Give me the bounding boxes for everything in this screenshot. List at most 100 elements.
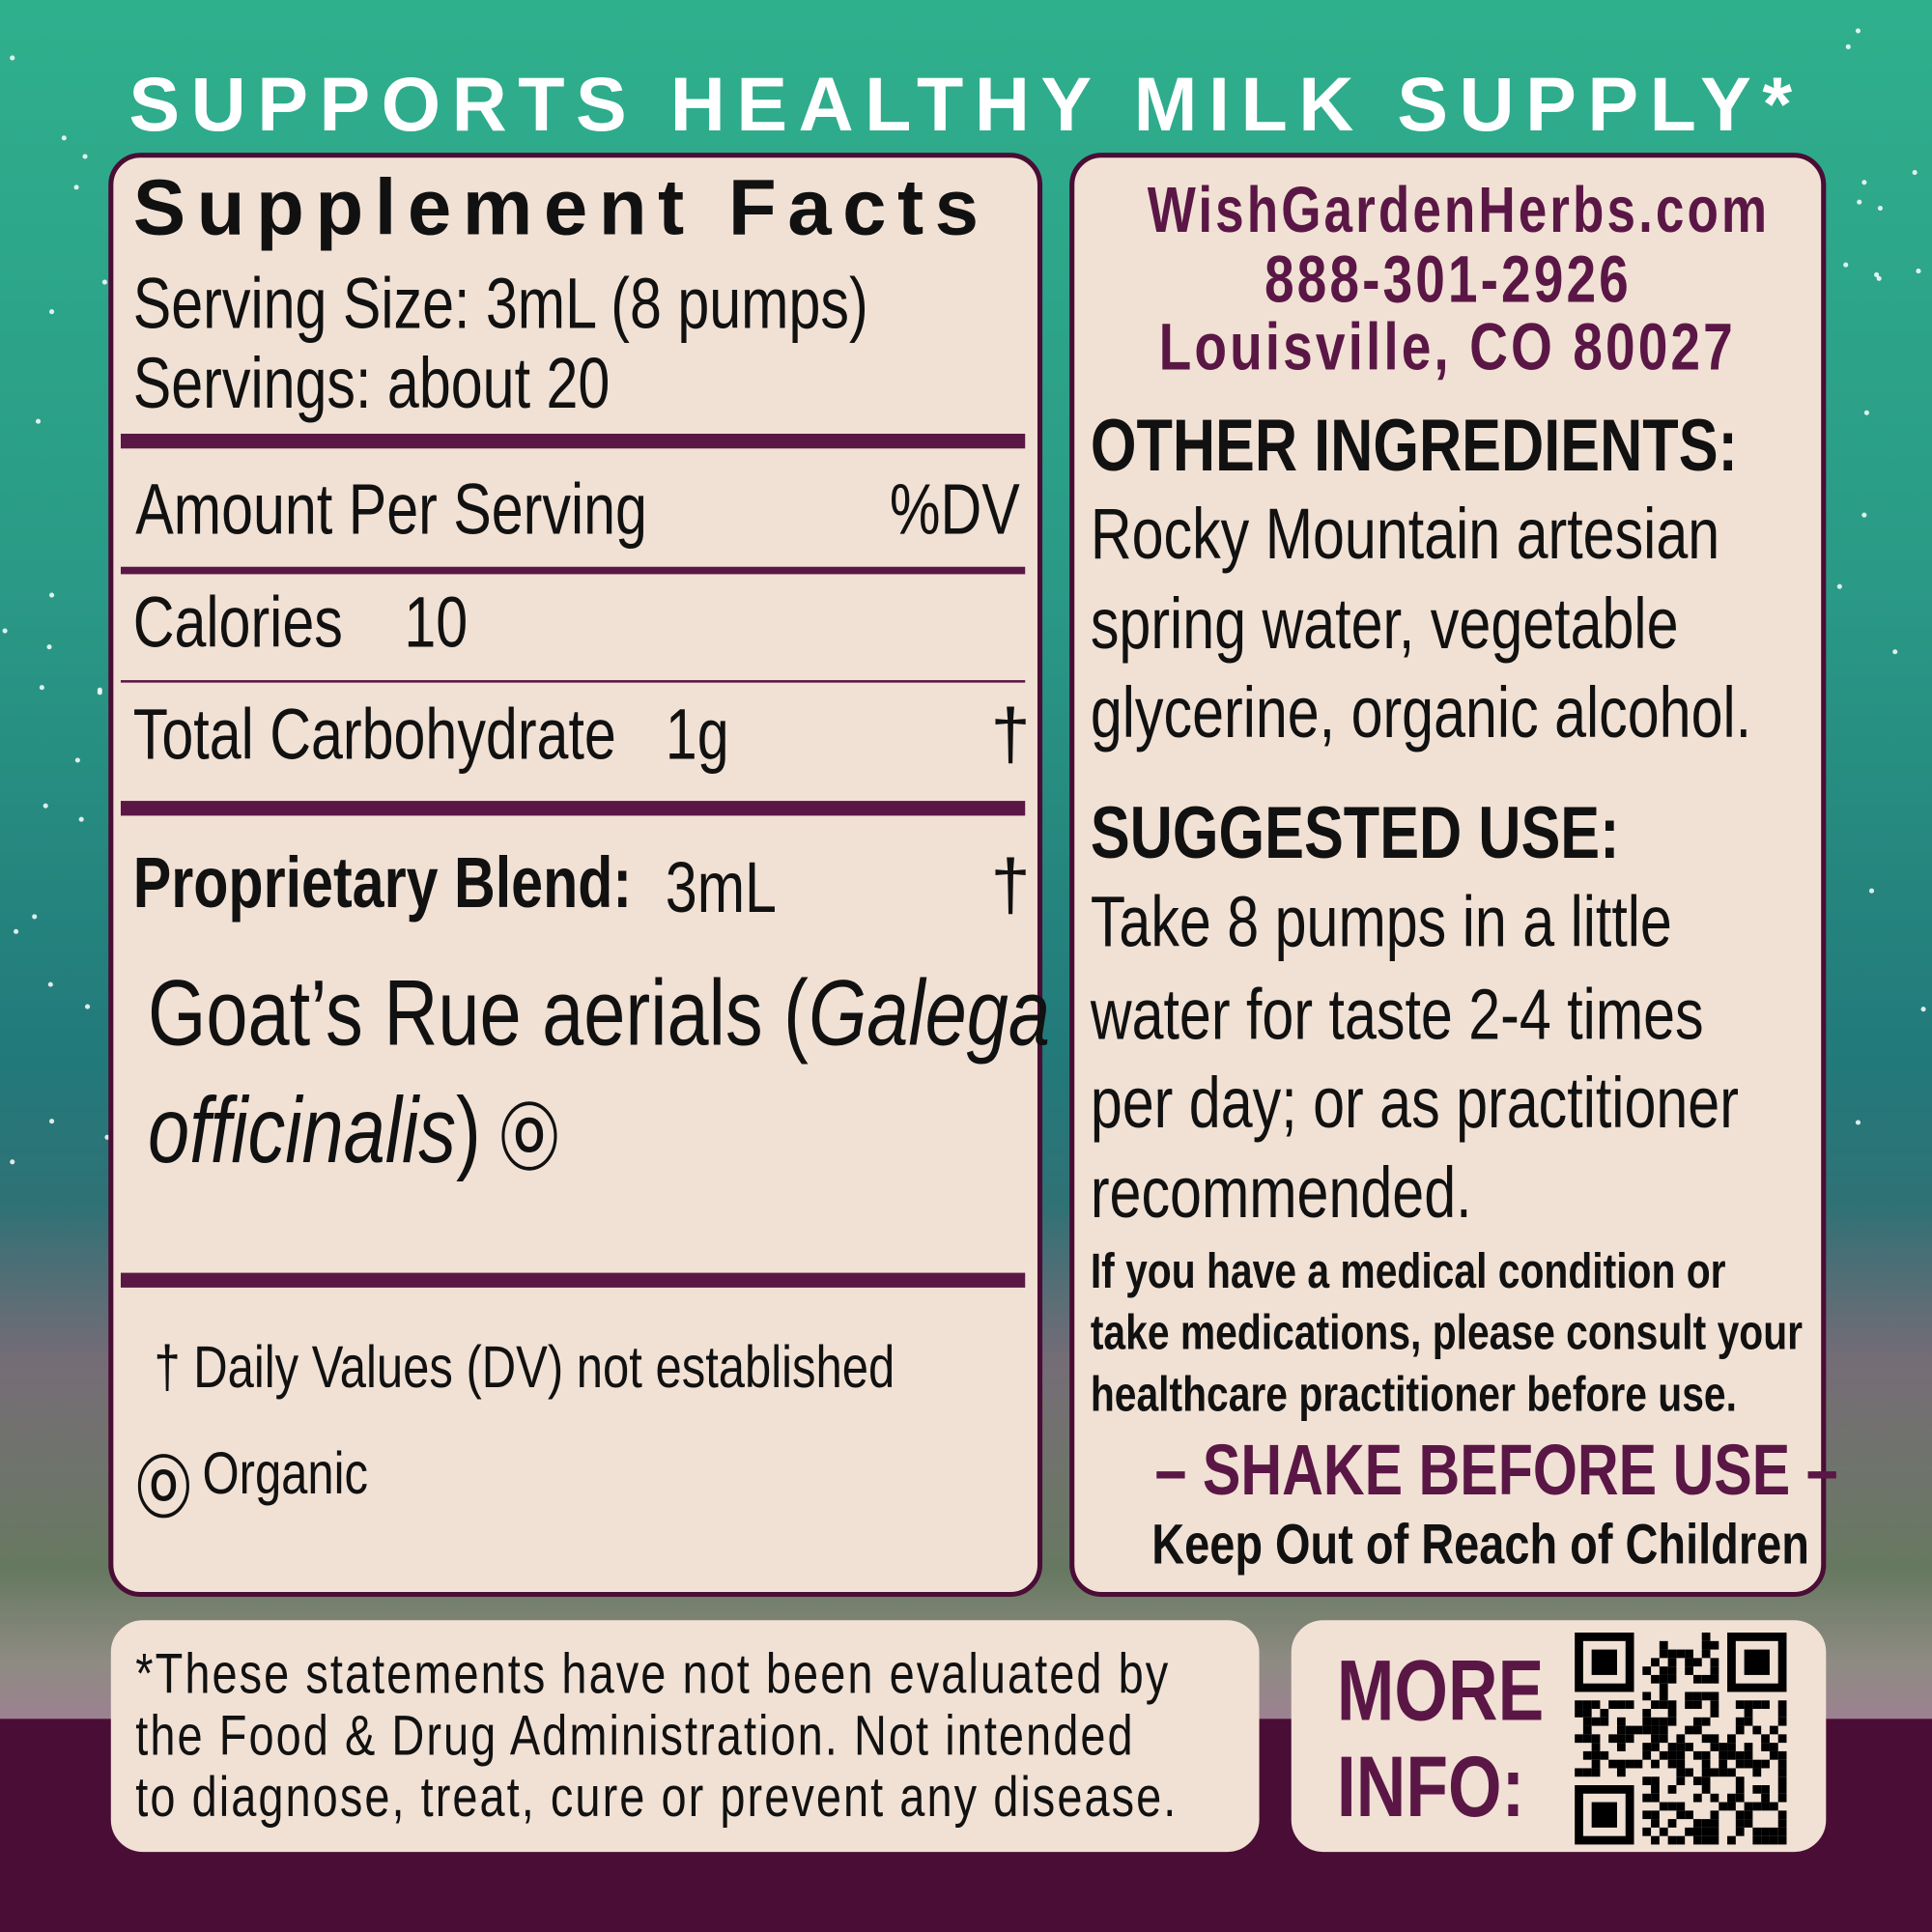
serving-size: Serving Size: 3mL (8 pumps) (132, 263, 868, 344)
qr-module (1692, 1750, 1702, 1760)
fda-disclaimer-box (110, 1620, 1260, 1853)
blend-amount: 3mL (665, 847, 777, 928)
qr-module (1625, 1759, 1634, 1769)
qr-module (1685, 1810, 1693, 1820)
qr-module (1701, 1785, 1711, 1794)
suggested-use-line: water for taste 2-4 times (1090, 974, 1704, 1055)
suggested-use-line: per day; or as practitioner (1090, 1063, 1739, 1144)
warning-line: take medications, please consult your (1090, 1306, 1804, 1361)
star (1873, 271, 1879, 277)
qr-module (1600, 1709, 1609, 1718)
star (75, 756, 81, 762)
qr-module (1667, 1709, 1677, 1718)
star (1836, 583, 1843, 589)
qr-module (1600, 1717, 1609, 1726)
qr-module (1651, 1793, 1660, 1803)
qr-module (1701, 1674, 1711, 1684)
facts-title: Supplement Facts (132, 162, 990, 252)
qr-module (1676, 1802, 1686, 1811)
qr-module (1642, 1725, 1652, 1735)
qr-module (1701, 1649, 1711, 1659)
qr-module (1752, 1759, 1762, 1769)
qr-module (1667, 1750, 1677, 1760)
qr-module (1710, 1768, 1719, 1777)
address: Louisville, CO 80027 (1159, 310, 1737, 384)
calories-label: Calories (132, 582, 343, 664)
carb-label: Total Carbohydrate (132, 695, 616, 776)
qr-module (1777, 1734, 1787, 1744)
qr-module (1667, 1649, 1677, 1659)
qr-module (1735, 1793, 1745, 1803)
star (1892, 648, 1898, 655)
qr-module (1769, 1750, 1778, 1760)
qr-module (1659, 1700, 1668, 1710)
divider-thin (120, 680, 1026, 683)
qr-module (1777, 1819, 1787, 1828)
qr-module (1769, 1802, 1778, 1811)
qr-module (1625, 1700, 1634, 1710)
qr-module (1692, 1658, 1702, 1667)
qr-module (1710, 1658, 1719, 1667)
qr-module (1710, 1640, 1719, 1650)
qr-module (1651, 1759, 1660, 1769)
qr-module (1642, 1776, 1652, 1786)
qr-module (1616, 1725, 1626, 1735)
qr-module (1582, 1750, 1592, 1760)
qr-module (1642, 1691, 1652, 1701)
qr-module (1642, 1709, 1652, 1718)
qr-module (1667, 1658, 1677, 1667)
qr-module (1651, 1717, 1660, 1726)
qr-module (1651, 1674, 1660, 1684)
qr-module (1777, 1768, 1787, 1777)
qr-module (1710, 1819, 1719, 1828)
qr-module (1710, 1827, 1719, 1836)
qr-module (1692, 1700, 1702, 1710)
qr-module (1692, 1793, 1702, 1803)
qr-module (1692, 1691, 1702, 1701)
qr-module (1701, 1768, 1711, 1777)
star (46, 643, 52, 649)
qr-module (1701, 1819, 1711, 1828)
qr-module (1727, 1750, 1736, 1760)
qr-module (1676, 1759, 1686, 1769)
star (10, 55, 15, 61)
qr-module (1777, 1717, 1787, 1726)
qr-module (1642, 1810, 1652, 1820)
qr-module (1727, 1768, 1736, 1777)
qr-module (1761, 1827, 1770, 1836)
qr-module (1752, 1768, 1762, 1777)
qr-module (1710, 1743, 1719, 1751)
qr-module (1651, 1785, 1660, 1794)
qr-module (1676, 1734, 1686, 1744)
qr-module (1769, 1725, 1778, 1735)
qr-module (1659, 1717, 1668, 1726)
star (102, 279, 108, 285)
website-link[interactable]: WishGardenHerbs.com (1147, 175, 1771, 247)
qr-module (1659, 1734, 1668, 1744)
qr-module (1667, 1717, 1677, 1726)
qr-module (1701, 1633, 1711, 1641)
qr-module (1752, 1725, 1762, 1735)
qr-module (1719, 1750, 1728, 1760)
qr-module (1701, 1750, 1711, 1760)
qr-module (1710, 1666, 1719, 1675)
qr-code-icon[interactable] (1575, 1633, 1787, 1845)
qr-module (1659, 1674, 1668, 1684)
qr-module (1676, 1768, 1686, 1777)
qr-module (1777, 1793, 1787, 1803)
qr-module (1676, 1810, 1686, 1820)
fda-line: to diagnose, treat, cure or prevent any … (135, 1764, 1179, 1829)
qr-module (1608, 1734, 1617, 1744)
qr-module (1591, 1768, 1601, 1777)
blend-label: Proprietary Blend: (132, 842, 633, 923)
qr-module (1651, 1819, 1660, 1828)
qr-module (1616, 1768, 1626, 1777)
latin-name: Galega (808, 960, 1051, 1066)
qr-module (1701, 1734, 1711, 1744)
qr-module (1744, 1743, 1753, 1751)
qr-module (1634, 1759, 1643, 1769)
qr-module (1727, 1743, 1736, 1751)
star (1846, 43, 1852, 49)
star (48, 1119, 55, 1124)
divider-thick (120, 801, 1026, 816)
